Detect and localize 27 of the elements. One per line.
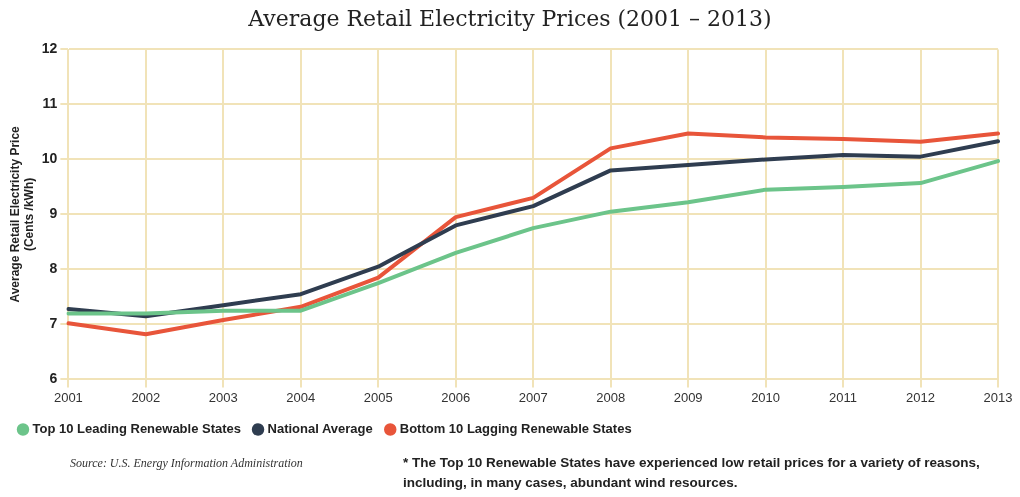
legend-label: Top 10 Leading Renewable States bbox=[32, 421, 242, 437]
text: * The Top 10 Renewable States have experienced low retail prices for a variety of reasons, including, in many cases, abundant wind resources. bbox=[403, 454, 981, 492]
x-tick-label: 2005 bbox=[363, 389, 393, 405]
source-note: Source: U.S. Energy Information Administration bbox=[70, 456, 303, 471]
x-tick-label: 2012 bbox=[906, 389, 935, 405]
x-tick-label: 2011 bbox=[829, 389, 858, 405]
x-tick-label: 2007 bbox=[518, 389, 548, 405]
x-tick-label: 2002 bbox=[131, 389, 161, 405]
x-tick-label: 2006 bbox=[441, 389, 471, 405]
x-tick-label: 2013 bbox=[983, 389, 1013, 405]
y-axis-title: Average Retail Electricity Price (Cents /kWh) bbox=[7, 125, 36, 303]
x-tick-label: 2003 bbox=[208, 389, 238, 405]
x-tick-label: 2008 bbox=[596, 389, 626, 405]
y-tick-label: 8 bbox=[49, 260, 58, 277]
y-tick-label: 10 bbox=[41, 150, 58, 167]
y-tick-label: 9 bbox=[49, 205, 58, 222]
y-tick-label: 12 bbox=[41, 40, 58, 57]
y-tick-label: 6 bbox=[49, 370, 58, 387]
chart-title: Average Retail Electricity Prices (2001 – 2013) bbox=[247, 6, 773, 31]
x-tick-label: 2010 bbox=[751, 389, 781, 405]
legend-label: National Average bbox=[267, 421, 373, 437]
y-tick-label: 11 bbox=[42, 95, 58, 112]
x-tick-label: 2001 bbox=[53, 389, 83, 405]
x-tick-label: 2004 bbox=[286, 389, 316, 405]
y-tick-label: 7 bbox=[49, 315, 58, 332]
x-tick-label: 2009 bbox=[673, 389, 703, 405]
legend-label: Bottom 10 Lagging Renewable States bbox=[399, 421, 632, 437]
